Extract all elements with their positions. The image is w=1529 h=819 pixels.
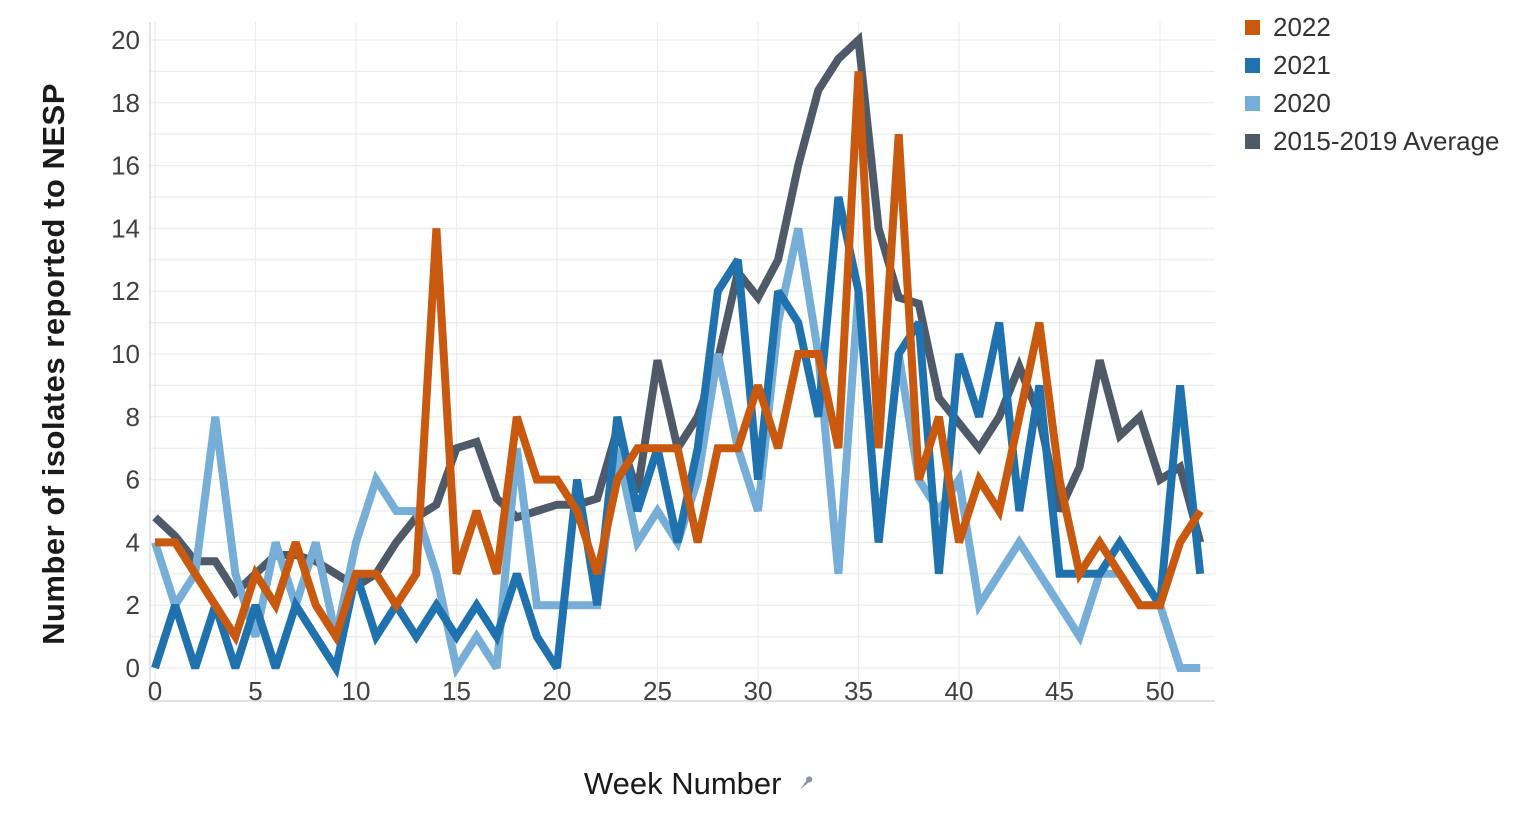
- legend-label-2020: 2020: [1273, 87, 1331, 118]
- legend-item-2020[interactable]: 2020: [1245, 84, 1500, 122]
- series-line-2022[interactable]: [155, 71, 1204, 646]
- legend-item-2022[interactable]: 2022: [1245, 8, 1500, 46]
- x-tick-label: 30: [744, 676, 773, 706]
- legend-label-2022: 2022: [1273, 11, 1331, 42]
- x-tick-label: 0: [148, 676, 162, 706]
- x-tick-label: 15: [442, 676, 471, 706]
- x-tick-label: 20: [543, 676, 572, 706]
- y-tick-label: 20: [111, 25, 140, 55]
- x-tick-label: 40: [945, 676, 974, 706]
- y-tick-label: 10: [111, 339, 140, 369]
- y-tick-label: 4: [126, 527, 140, 557]
- x-tick-label: 5: [248, 676, 262, 706]
- y-tick-label: 16: [111, 151, 140, 181]
- y-tick-label: 18: [111, 88, 140, 118]
- y-tick-label: 14: [111, 213, 140, 243]
- series-line-2015-2019-average[interactable]: [152, 31, 1205, 599]
- x-tick-label: 10: [342, 676, 371, 706]
- x-axis-title-row: Week Number: [400, 766, 1000, 802]
- legend: 2022 2021 2020 2015-2019 Average: [1245, 8, 1500, 160]
- legend-swatch-2020: [1245, 95, 1260, 111]
- legend-label-2015-2019-average: 2015-2019 Average: [1273, 125, 1500, 156]
- x-axis-title: Week Number: [583, 766, 782, 801]
- y-tick-label: 6: [126, 465, 140, 495]
- legend-swatch-2022: [1245, 19, 1260, 35]
- series-line-2021[interactable]: [151, 196, 1205, 679]
- legend-item-2015-2019-average[interactable]: 2015-2019 Average: [1245, 122, 1500, 160]
- x-tick-label: 35: [844, 676, 873, 706]
- pin-icon[interactable]: [796, 773, 816, 793]
- x-tick-label: 50: [1146, 676, 1175, 706]
- y-axis-title: Number of isolates reported to NESP: [36, 83, 71, 645]
- y-tick-label: 2: [126, 590, 140, 620]
- legend-label-2021: 2021: [1273, 49, 1331, 80]
- y-tick-label: 0: [126, 653, 140, 683]
- legend-item-2021[interactable]: 2021: [1245, 46, 1500, 84]
- x-tick-label: 25: [643, 676, 672, 706]
- x-tick-label: 45: [1045, 676, 1074, 706]
- y-tick-label: 8: [126, 402, 140, 432]
- legend-swatch-2015-2019-average: [1245, 133, 1260, 149]
- y-tick-label: 12: [111, 276, 140, 306]
- legend-swatch-2021: [1245, 57, 1260, 73]
